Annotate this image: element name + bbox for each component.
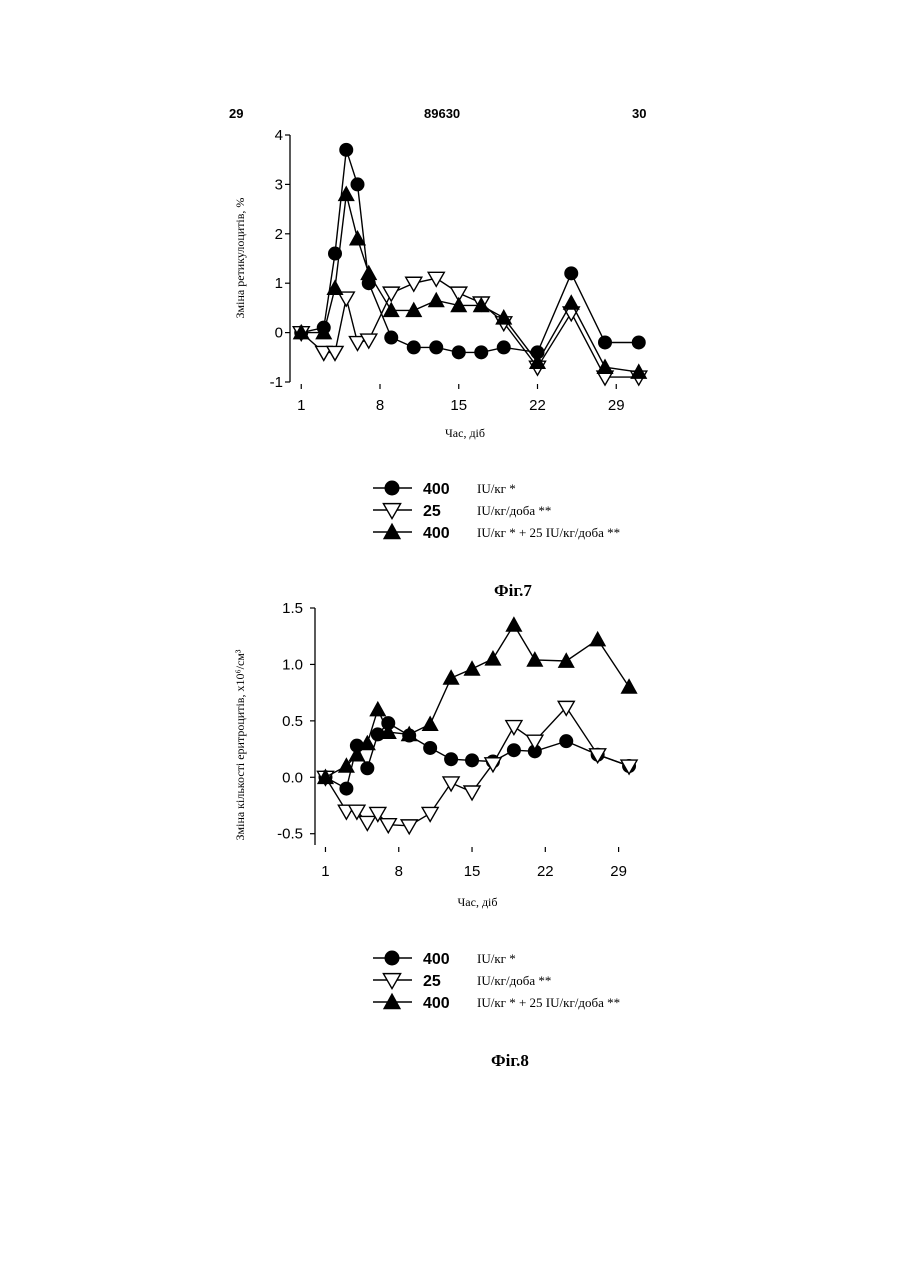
chart-2-series-2-point	[464, 786, 480, 800]
chart-2-y-tick-label: 1.0	[282, 656, 303, 673]
chart-1-legend-number: 400	[423, 525, 450, 542]
chart-2-legend-text: IU/кг/доба **	[477, 973, 551, 988]
chart-2-series-2-point	[506, 721, 522, 735]
chart-1-y-tick-label: -1	[270, 374, 283, 391]
chart-1-series-3-point	[564, 295, 579, 309]
chart-2-y-tick-label: 0.0	[282, 769, 303, 786]
chart-2-series-2-point	[359, 816, 375, 830]
chart-2-x-tick-label: 29	[610, 863, 627, 880]
chart-2-series-3-point	[590, 632, 605, 646]
chart-2-series-3-point	[422, 717, 437, 731]
chart-1-series-1-point	[340, 143, 353, 156]
chart-1-y-axis-title: Зміна ретикулоцитів, %	[233, 198, 247, 319]
chart-1-series-1-point	[452, 346, 465, 359]
chart-2-legend-number: 400	[423, 995, 450, 1012]
chart-1-y-tick-label: 1	[275, 275, 283, 292]
chart-2-series-1-point	[424, 741, 437, 754]
chart-1-series-1-point	[430, 341, 443, 354]
chart-1-series-3-point	[429, 293, 444, 307]
chart-1-y-tick-label: 3	[275, 176, 283, 193]
chart-1-x-axis-title: Час, діб	[445, 426, 485, 440]
chart-2-x-tick-label: 8	[395, 863, 403, 880]
chart-2-series-3-point	[485, 651, 500, 665]
chart-1-x-tick-label: 15	[450, 397, 467, 414]
chart-2-series-2-point	[443, 777, 459, 791]
chart-1-series-1-point	[632, 336, 645, 349]
chart-1-series-2-point	[383, 287, 399, 301]
chart-1-legend-number: 25	[423, 503, 441, 520]
chart-2: -0.5 0.0 0.5 1.0 1.5 1 8 15 22 29 Час, діб Зміна кі…	[233, 600, 637, 1070]
chart-1-series-1-point	[385, 331, 398, 344]
chart-1-legend-number: 400	[423, 481, 450, 498]
chart-1-series-1-point	[497, 341, 510, 354]
chart-1-series-1-point	[599, 336, 612, 349]
chart-2-x-axis-title: Час, діб	[458, 895, 498, 909]
chart-1-legend: 400 IU/кг * 25 IU/кг/доба ** 400 IU/кг * + 25…	[373, 481, 620, 542]
chart-2-series-2-point	[527, 735, 543, 749]
chart-2-legend-number: 25	[423, 973, 441, 990]
chart-2-series-1-point	[466, 754, 479, 767]
chart-1-legend-marker	[383, 504, 400, 519]
chart-2-series-1-point	[340, 782, 353, 795]
chart-2-series-2-point	[401, 820, 417, 834]
chart-1-series-3-point	[406, 303, 421, 317]
chart-2-legend-number: 400	[423, 951, 450, 968]
chart-1-x-tick-label: 22	[529, 397, 546, 414]
chart-1-series-3-point	[361, 266, 376, 280]
chart-2-series-3-point	[527, 652, 542, 666]
chart-2-x-tick-label: 15	[464, 863, 481, 880]
chart-2-x-tick-label: 1	[321, 863, 329, 880]
chart-2-legend-marker	[385, 951, 399, 965]
chart-1-x-tick-label: 8	[376, 397, 384, 414]
chart-2-series-2-point	[422, 807, 438, 821]
chart-1-caption: Фіг.7	[494, 581, 532, 600]
chart-1-y-tick-label: 0	[275, 325, 283, 342]
chart-2-x-tick-label: 22	[537, 863, 554, 880]
chart-2-legend-text: IU/кг *	[477, 951, 516, 966]
chart-2-series-1-point	[560, 735, 573, 748]
chart-2-series-3-point	[443, 670, 458, 684]
chart-1-series-2-point	[406, 277, 422, 291]
chart-1-legend-marker	[385, 481, 399, 495]
chart-1: -1 0 1 2 3 4 1 8 15 22 29 Час, діб Зміна ретикулоцит…	[233, 127, 647, 600]
chart-2-y-tick-label: -0.5	[277, 826, 303, 843]
chart-1-legend-text: IU/кг *	[477, 481, 516, 496]
chart-1-y-tick-label: 2	[275, 226, 283, 243]
chart-2-legend: 400 IU/кг * 25 IU/кг/доба ** 400 IU/кг * + 25…	[373, 951, 620, 1012]
chart-2-series-1-point	[361, 762, 374, 775]
chart-1-x-tick-label: 29	[608, 397, 625, 414]
chart-1-x-tick-label: 1	[297, 397, 305, 414]
chart-2-series-3-point	[464, 661, 479, 675]
chart-1-series-1-point	[475, 346, 488, 359]
chart-2-caption: Фіг.8	[491, 1051, 529, 1070]
chart-2-y-axis-title: Зміна кількості еритроцитів, x10⁶/см³	[233, 649, 247, 840]
chart-1-series-1-point	[565, 267, 578, 280]
chart-1-legend-text: IU/кг * + 25 IU/кг/доба **	[477, 525, 620, 540]
chart-2-legend-text: IU/кг * + 25 IU/кг/доба **	[477, 995, 620, 1010]
chart-1-series-1-point	[407, 341, 420, 354]
chart-2-y-tick-label: 1.5	[282, 600, 303, 617]
chart-2-y-tick-label: 0.5	[282, 713, 303, 730]
chart-2-series-1-point	[507, 744, 520, 757]
chart-1-y-tick-label: 4	[275, 127, 283, 144]
chart-1-legend-text: IU/кг/доба **	[477, 503, 551, 518]
chart-2-series-3-point	[370, 702, 385, 716]
chart-2-series-2-point	[380, 819, 396, 833]
chart-2-series-3-point	[621, 679, 636, 693]
chart-2-legend-marker	[383, 974, 400, 989]
chart-1-series-2-point	[327, 346, 343, 360]
chart-1-series-1-point	[351, 178, 364, 191]
chart-2-series-1-point	[445, 753, 458, 766]
chart-2-series-3-point	[506, 617, 521, 631]
